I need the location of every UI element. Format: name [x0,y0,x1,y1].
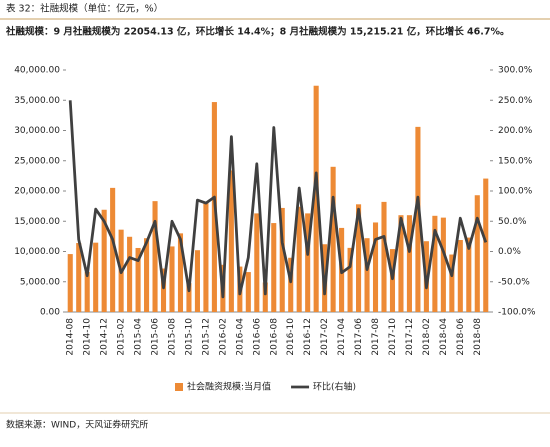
bar [474,195,480,312]
y2-tick-label: 150.0% [498,156,533,166]
bar [228,170,234,312]
x-tick-label: 2014-12 [100,318,110,356]
y2-tick-label: 200.0% [498,126,533,136]
bar [483,178,489,312]
x-tick-label: 2015-12 [201,318,211,356]
x-tick-label: 2016-02 [218,318,228,356]
x-tick-label: 2017-02 [320,318,330,356]
bar [84,271,90,312]
bar [271,223,277,312]
bar [177,233,184,312]
header: 表 32：社融规模（单位：亿元，%） [6,3,163,15]
bar [381,201,387,312]
legend-label: 环比(右轴) [313,381,356,393]
bar [144,238,150,312]
bar [440,217,446,312]
bar [76,243,82,312]
bar [279,207,285,312]
bar [245,272,251,312]
x-tick-label: 2015-02 [117,318,127,356]
bar [288,257,294,312]
x-tick-label: 2015-10 [184,318,194,356]
x-tick-label: 2016-06 [252,318,262,356]
x-tick-label: 2018-02 [422,318,432,356]
y-tick-label: 20,000.00 [14,187,60,197]
x-tick-label: 2018-08 [473,318,483,356]
x-tick-label: 2017-10 [388,318,398,356]
bar [110,187,116,312]
bar [127,236,133,312]
bar [194,250,200,312]
bar [67,254,73,312]
x-tick-label: 2015-08 [168,318,178,356]
y2-tick-label: -100.0% [498,308,536,318]
bar [296,206,302,312]
bar [262,282,268,312]
bar [372,222,379,312]
legend-label: 社会融资规模:当月值 [187,381,271,393]
y2-tick-label: -50.0% [498,277,530,287]
y-tick-label: 10,000.00 [14,247,60,257]
x-tick-label: 2015-06 [151,318,161,356]
bar [152,201,158,312]
bar [254,213,260,312]
bar [101,209,107,312]
x-tick-label: 2016-08 [269,318,279,356]
subtitle: 社融规模：9 月社融规模为 22054.13 亿，环比增长 14.4%；8 月社… [5,26,509,38]
y2-tick-label: 0.0% [498,247,521,257]
y-tick-label: 35,000.00 [14,96,60,106]
y2-tick-label: 100.0% [498,187,533,197]
bar [389,249,396,312]
bar [466,237,472,312]
x-tick-label: 2017-06 [354,318,364,356]
x-tick-label: 2017-12 [405,318,415,356]
x-tick-label: 2016-04 [235,318,245,356]
bar [457,240,463,312]
bar [406,215,412,312]
bar [330,166,336,312]
bar [432,215,438,312]
x-tick-label: 2017-04 [337,318,347,356]
bar [160,268,167,312]
y2-tick-label: 300.0% [498,66,533,76]
x-tick-label: 2015-04 [134,318,144,356]
bar [169,246,175,312]
bar [398,215,404,312]
x-tick-label: 2018-06 [456,318,466,356]
bar [356,204,362,312]
y-tick-label: 40,000.00 [14,66,60,76]
y-tick-label: 30,000.00 [14,126,60,136]
x-tick-label: 2014-10 [83,318,93,356]
y-tick-label: 5,000.00 [20,277,60,287]
bar [415,126,421,313]
bar [135,247,141,312]
bar [347,247,353,312]
y2-tick-label: 250.0% [498,96,533,106]
bar [364,238,370,312]
bar [313,85,319,312]
bar [449,254,455,312]
y-tick-label: 15,000.00 [14,217,60,227]
x-tick-label: 2016-12 [303,318,313,356]
bar [186,283,192,312]
x-tick-label: 2016-10 [286,318,296,356]
x-tick-label: 2014-08 [66,318,76,356]
bar [203,202,209,312]
y2-tick-label: 50.0% [498,217,527,227]
bar [305,213,311,312]
y-tick-label: 0.00 [40,308,60,318]
x-tick-label: 2018-04 [439,318,449,356]
legend-swatch [175,383,183,391]
source: 数据来源：WIND，天风证券研究所 [6,419,148,431]
line [68,100,488,299]
x-tick-label: 2017-08 [371,318,381,356]
bar [93,242,99,312]
y-tick-label: 25,000.00 [14,156,60,166]
